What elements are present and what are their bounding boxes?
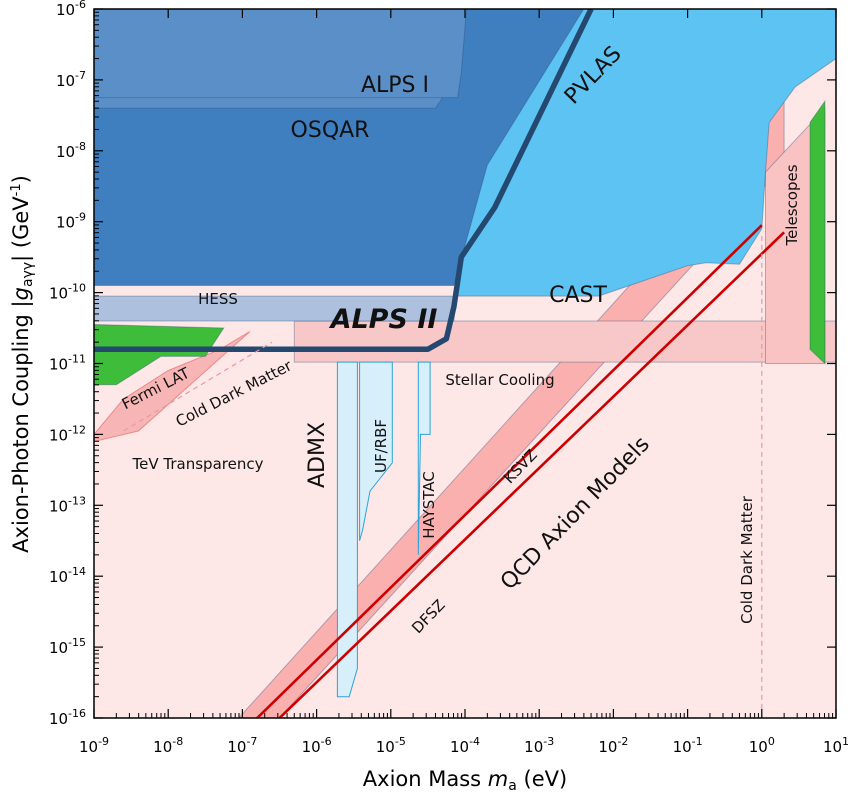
y-tick-label: 10-8: [56, 140, 86, 161]
label-stellar-cooling-9: Stellar Cooling: [445, 371, 554, 389]
x-tick-label: 10-2: [598, 735, 628, 756]
y-tick-label: 10-6: [56, 0, 86, 19]
x-tick-label: 10-3: [524, 735, 554, 756]
y-tick-label: 10-13: [49, 494, 86, 515]
label-alps-i-0: ALPS I: [361, 73, 429, 98]
line-alps-ii: [94, 9, 594, 353]
exclusion-regions: [94, 9, 836, 718]
x-tick-label: 10-1: [673, 735, 703, 756]
region-hess: [94, 295, 457, 322]
region-haystac: [417, 361, 431, 555]
label-cast-5: CAST: [549, 283, 607, 308]
y-tick-label: 10-12: [49, 423, 86, 444]
y-tick-label: 10-14: [49, 565, 86, 586]
label-uf-rbf-12: UF/RBF: [372, 419, 390, 473]
region-tev-transparency: [94, 331, 251, 443]
y-tick-label: 10-9: [56, 211, 86, 232]
line-fermi-cold-dark-matter: [123, 341, 273, 432]
label-haystac-13: HAYSTAC: [420, 471, 438, 539]
line-dfsz: [278, 231, 786, 718]
limit-lines: [94, 9, 786, 718]
region-fermi-lat: [94, 323, 225, 386]
y-tick-label: 10-16: [49, 707, 86, 728]
y-axis-ticks: 10-16 10-15 10-14 10-13 10-12 10-11 10-10 10-9 1…: [49, 0, 836, 728]
region-telescopes-green: [809, 99, 826, 365]
x-tick-label: 10-7: [227, 735, 257, 756]
y-tick-label: 10-10: [49, 282, 86, 303]
x-tick-label: 10-9: [79, 735, 109, 756]
x-tick-label: 10-5: [376, 735, 406, 756]
line-ksvz: [256, 224, 763, 718]
y-tick-label: 10-7: [56, 69, 86, 90]
label-tev-transparency-10: TeV Transparency: [132, 455, 264, 473]
x-tick-label: 10-8: [153, 735, 183, 756]
region-alps-i: [94, 9, 468, 99]
x-tick-label: 10-4: [450, 735, 480, 756]
region-uf-rbf: [359, 361, 393, 541]
label-alps-ii-4: ALPS II: [329, 304, 438, 335]
x-axis-title: Axion Mass ma (eV): [363, 767, 567, 794]
label-telescopes-6: Telescopes: [783, 164, 801, 246]
x-tick-label: 101: [823, 735, 849, 756]
y-tick-label: 10-15: [49, 636, 86, 657]
label-osqar-2: OSQAR: [291, 118, 370, 143]
label-admx-11: ADMX: [305, 422, 330, 488]
label-cold-dark-matter-17: Cold Dark Matter: [738, 495, 756, 624]
label-hess-3: HESS: [198, 290, 238, 308]
x-tick-label: 10-6: [302, 735, 332, 756]
y-axis-title: Axion-Photon Coupling |gaγγ| (GeV-1): [9, 175, 36, 553]
x-tick-label: 100: [749, 735, 775, 756]
y-tick-label: 10-11: [49, 353, 86, 374]
